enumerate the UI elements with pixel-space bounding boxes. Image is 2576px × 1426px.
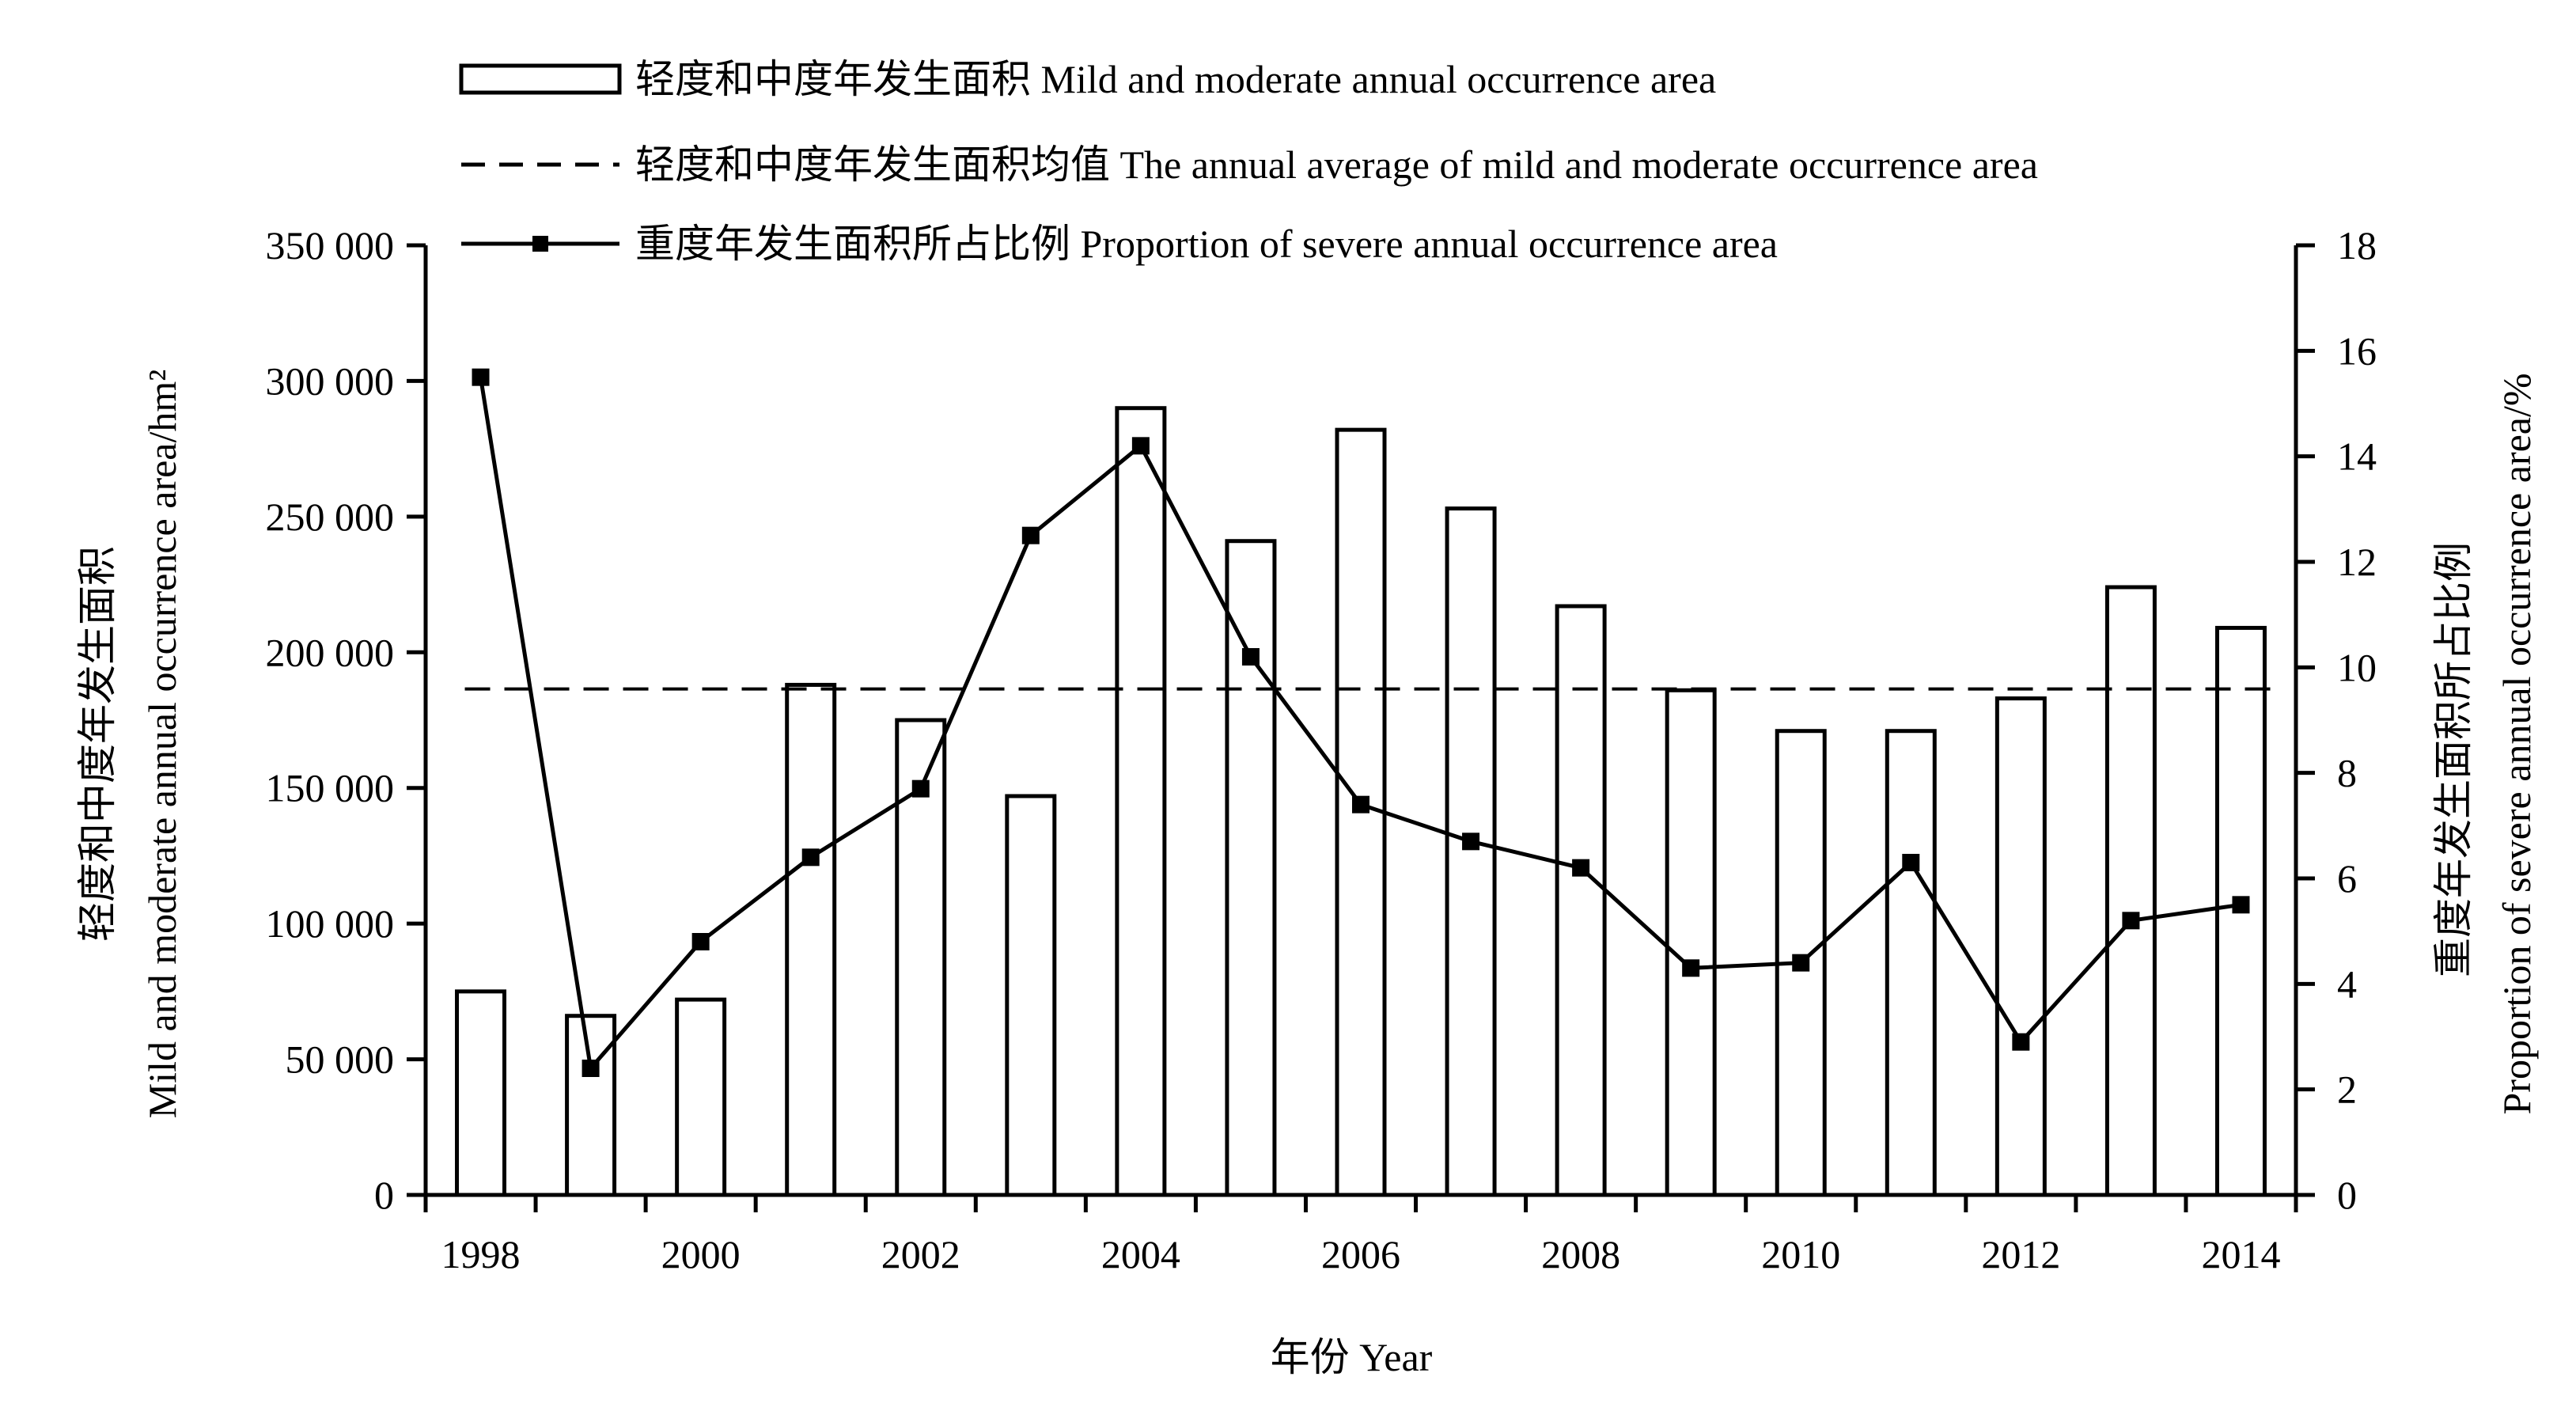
right-axis-title: 重度年发生面积所占比例 Proportion of severe annual … — [2431, 373, 2539, 1114]
x-tick-label-2004: 2004 — [1101, 1232, 1180, 1276]
x-axis-title: 年份 Year — [1271, 1335, 1433, 1379]
left-axis-title: 轻度和中度年发生面积 Mild and moderate annual occu… — [75, 370, 184, 1118]
proportion-point-2002 — [911, 779, 930, 798]
x-tick-label-2012: 2012 — [1981, 1232, 2060, 1276]
legend-bar-swatch — [459, 63, 622, 95]
legend-label-proportion: 重度年发生面积所占比例 Proportion of severe annual … — [635, 222, 1778, 266]
left-tick-label: 250 000 — [266, 495, 395, 539]
bar-2003 — [1005, 794, 1057, 1197]
right-tick-label: 2 — [2337, 1068, 2357, 1112]
proportion-point-2014 — [2232, 896, 2250, 914]
proportion-point-2000 — [691, 933, 710, 950]
bar-2001 — [785, 682, 837, 1197]
left-tick-label: 300 000 — [266, 358, 395, 403]
bar-2012 — [1995, 696, 2047, 1197]
bar-2013 — [2104, 585, 2157, 1197]
left-axis-title-en: Mild and moderate annual occurrence area… — [140, 370, 184, 1118]
proportion-point-2008 — [1572, 859, 1590, 877]
proportion-point-2009 — [1682, 959, 1700, 977]
right-tick-label: 16 — [2337, 328, 2377, 373]
x-tick-label-2000: 2000 — [661, 1232, 741, 1276]
legend: 轻度和中度年发生面积 Mild and moderate annual occu… — [459, 57, 2038, 266]
x-tick-label-2014: 2014 — [2201, 1232, 2280, 1276]
proportion-point-2013 — [2122, 912, 2140, 930]
right-axis-title-en: Proportion of severe annual occurrence a… — [2495, 373, 2539, 1114]
right-axis-title-cn: 重度年发生面积所占比例 — [2431, 542, 2476, 977]
legend-line-marker — [532, 236, 548, 252]
bar-2000 — [675, 997, 727, 1197]
bar-2004 — [1115, 406, 1167, 1197]
bar-2005 — [1225, 539, 1277, 1197]
proportion-point-2005 — [1241, 648, 1260, 666]
left-tick-label: 150 000 — [266, 766, 395, 810]
x-tick-label-2010: 2010 — [1761, 1232, 1840, 1276]
axes: 0 50 000 100 000 150 000 200 000 250 000 300 0… — [266, 223, 2377, 1276]
bar-1998 — [455, 989, 507, 1197]
right-tick-label: 4 — [2337, 961, 2357, 1006]
bar-1999 — [565, 1014, 617, 1197]
proportion-point-2012 — [2012, 1033, 2030, 1051]
bar-2009 — [1665, 688, 1717, 1197]
left-tick-label: 100 000 — [266, 901, 395, 946]
proportion-point-2004 — [1131, 437, 1150, 455]
right-tick-label: 10 — [2337, 645, 2377, 689]
right-tick-label: 0 — [2337, 1173, 2357, 1217]
right-tick-label: 18 — [2337, 223, 2377, 267]
proportion-point-2007 — [1462, 832, 1480, 851]
proportion-point-2010 — [1792, 954, 1810, 972]
right-tick-label: 12 — [2337, 540, 2377, 584]
left-tick-label: 0 — [374, 1173, 394, 1217]
bar-2007 — [1445, 506, 1497, 1197]
left-tick-label: 350 000 — [266, 223, 395, 267]
x-tick-label-2008: 2008 — [1541, 1232, 1620, 1276]
proportion-point-2011 — [1902, 854, 1920, 871]
legend-label-average: 轻度和中度年发生面积均值 The annual average of mild … — [635, 142, 2038, 187]
legend-label-bars: 轻度和中度年发生面积 Mild and moderate annual occu… — [635, 57, 1716, 101]
plot-area — [455, 368, 2273, 1197]
bar-2008 — [1555, 604, 1607, 1197]
left-tick-label: 50 000 — [286, 1037, 395, 1082]
proportion-point-2001 — [801, 848, 820, 867]
proportion-point-2006 — [1352, 795, 1369, 814]
left-axis-title-cn: 轻度和中度年发生面积 — [75, 546, 119, 942]
x-tick-label-1998: 1998 — [441, 1232, 521, 1276]
left-tick-label: 200 000 — [266, 630, 395, 674]
proportion-point-1998 — [472, 368, 490, 386]
proportion-point-2003 — [1021, 526, 1040, 544]
x-tick-label-2006: 2006 — [1321, 1232, 1400, 1276]
right-tick-label: 14 — [2337, 434, 2377, 479]
right-tick-label: 6 — [2337, 856, 2357, 901]
proportion-point-1999 — [581, 1060, 600, 1077]
right-tick-label: 8 — [2337, 751, 2357, 795]
x-tick-label-2002: 2002 — [881, 1232, 960, 1276]
bar-2011 — [1885, 729, 1937, 1197]
